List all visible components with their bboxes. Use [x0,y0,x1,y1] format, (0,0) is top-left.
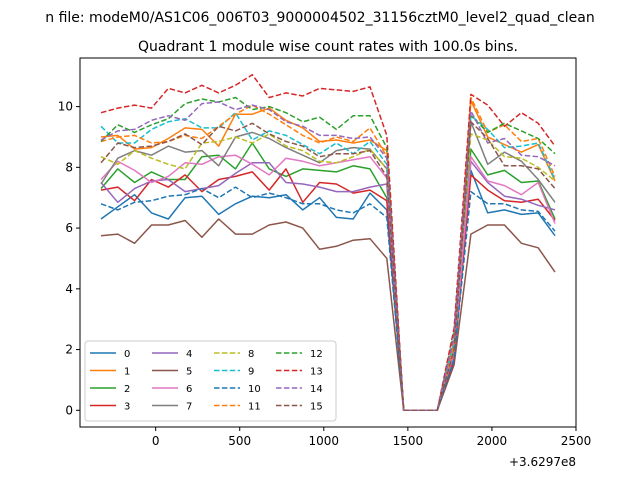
x-tick-label: 2000 [477,434,508,448]
legend-label-11: 11 [248,402,261,413]
series-line-0 [100,169,556,412]
series-line-13 [100,73,556,412]
chart-suptitle: n file: modeM0/AS1C06_006T03_9000004502_… [45,10,594,26]
y-tick-label: 4 [65,282,73,296]
legend-label-2: 2 [124,384,130,395]
y-tick-label: 6 [65,221,73,235]
series-line-4 [100,160,556,412]
x-tick-label: 500 [228,434,251,448]
series-line-7 [100,121,556,412]
series-line-14 [100,101,556,412]
series-line-2 [100,142,556,412]
series-line-5 [100,218,556,412]
legend-label-4: 4 [186,349,192,360]
legend-label-7: 7 [186,402,192,413]
x-tick-label: 2500 [561,434,592,448]
legend-label-12: 12 [310,349,323,360]
legend-label-1: 1 [124,367,130,378]
plot-series [100,73,556,412]
legend-label-9: 9 [248,367,254,378]
legend-label-6: 6 [186,384,192,395]
series-line-6 [100,154,556,412]
legend-label-8: 8 [248,349,254,360]
x-tick-label: 1000 [309,434,340,448]
y-tick-label: 10 [58,100,73,114]
legend-label-14: 14 [310,384,323,395]
y-tick-label: 2 [65,343,73,357]
series-line-1 [100,99,556,412]
legend-label-13: 13 [310,367,323,378]
series-line-10 [100,186,556,412]
x-offset-label: +3.6297e8 [509,455,576,469]
legend-label-3: 3 [124,402,130,413]
y-tick-label: 0 [65,403,73,417]
series-line-3 [100,168,556,412]
legend-label-15: 15 [310,402,323,413]
series-line-9 [100,111,556,412]
series-line-8 [100,133,556,412]
plot-frame [79,57,577,428]
y-tick-label: 8 [65,160,73,174]
chart-title: Quadrant 1 module wise count rates with … [138,39,518,55]
series-line-15 [100,121,556,412]
series-line-12 [100,96,556,412]
legend-box [84,340,337,422]
legend-label-10: 10 [248,384,261,395]
x-tick-label: 0 [152,434,160,448]
legend-label-0: 0 [124,349,130,360]
legend-label-5: 5 [186,367,192,378]
x-tick-label: 1500 [393,434,424,448]
